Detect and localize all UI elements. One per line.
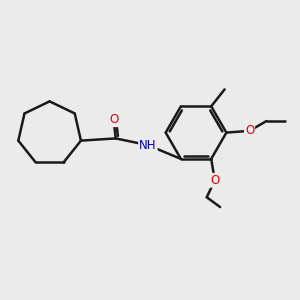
Text: NH: NH: [139, 139, 157, 152]
Text: O: O: [245, 124, 254, 137]
Text: O: O: [210, 174, 219, 187]
Text: O: O: [109, 113, 118, 126]
